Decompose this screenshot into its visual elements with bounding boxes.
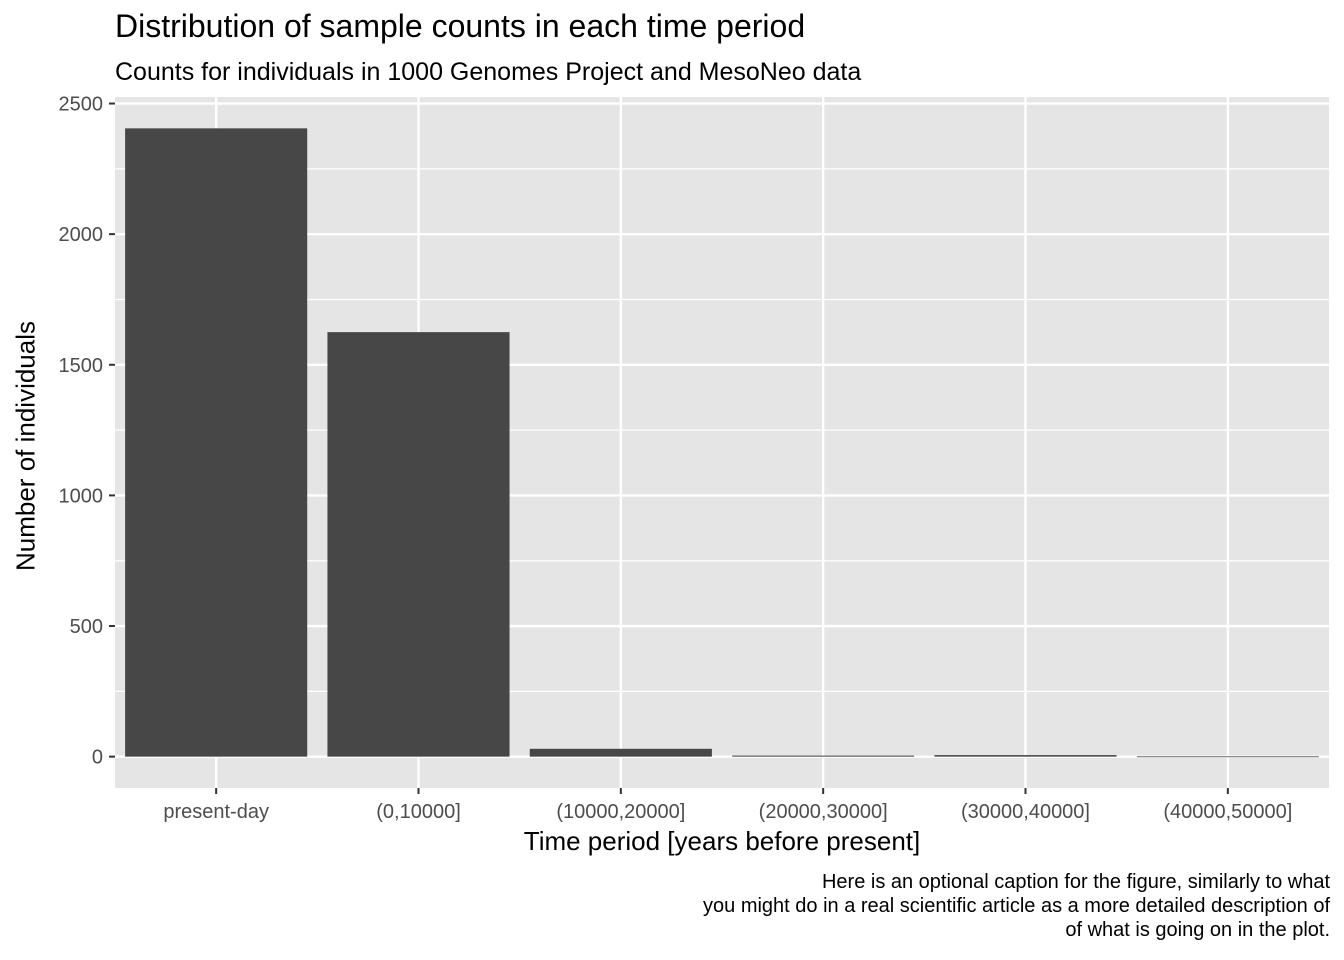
bar — [732, 755, 915, 757]
caption-line: Here is an optional caption for the figu… — [821, 871, 1330, 893]
chart-subtitle: Counts for individuals in 1000 Genomes P… — [115, 58, 862, 86]
x-tick-label: (30000,40000] — [961, 801, 1090, 823]
x-tick-label: present-day — [163, 801, 269, 823]
x-axis-label: Time period [years before present] — [523, 826, 921, 856]
x-tick-label: (40000,50000] — [1163, 801, 1292, 823]
y-tick-label: 1500 — [59, 355, 104, 377]
bar — [327, 332, 510, 757]
y-tick-label: 2500 — [59, 94, 104, 116]
bar — [934, 755, 1117, 757]
caption-line: you might do in a real scientific articl… — [703, 895, 1330, 917]
caption-line: of what is going on in the plot. — [1065, 919, 1330, 941]
bar — [529, 748, 712, 757]
y-tick-label: 0 — [92, 747, 103, 769]
x-tick-label: (10000,20000] — [556, 801, 685, 823]
bar — [125, 128, 308, 757]
chart-title: Distribution of sample counts in each ti… — [115, 8, 806, 44]
figure-caption: Here is an optional caption for the figu… — [703, 870, 1330, 942]
y-tick-label: 1000 — [59, 485, 104, 507]
plot-panel — [115, 97, 1329, 788]
x-tick-label: (20000,30000] — [759, 801, 888, 823]
y-tick-label: 2000 — [59, 224, 104, 246]
x-tick-label: (0,10000] — [376, 801, 461, 823]
bar — [1136, 756, 1319, 758]
y-tick-label: 500 — [70, 616, 103, 638]
